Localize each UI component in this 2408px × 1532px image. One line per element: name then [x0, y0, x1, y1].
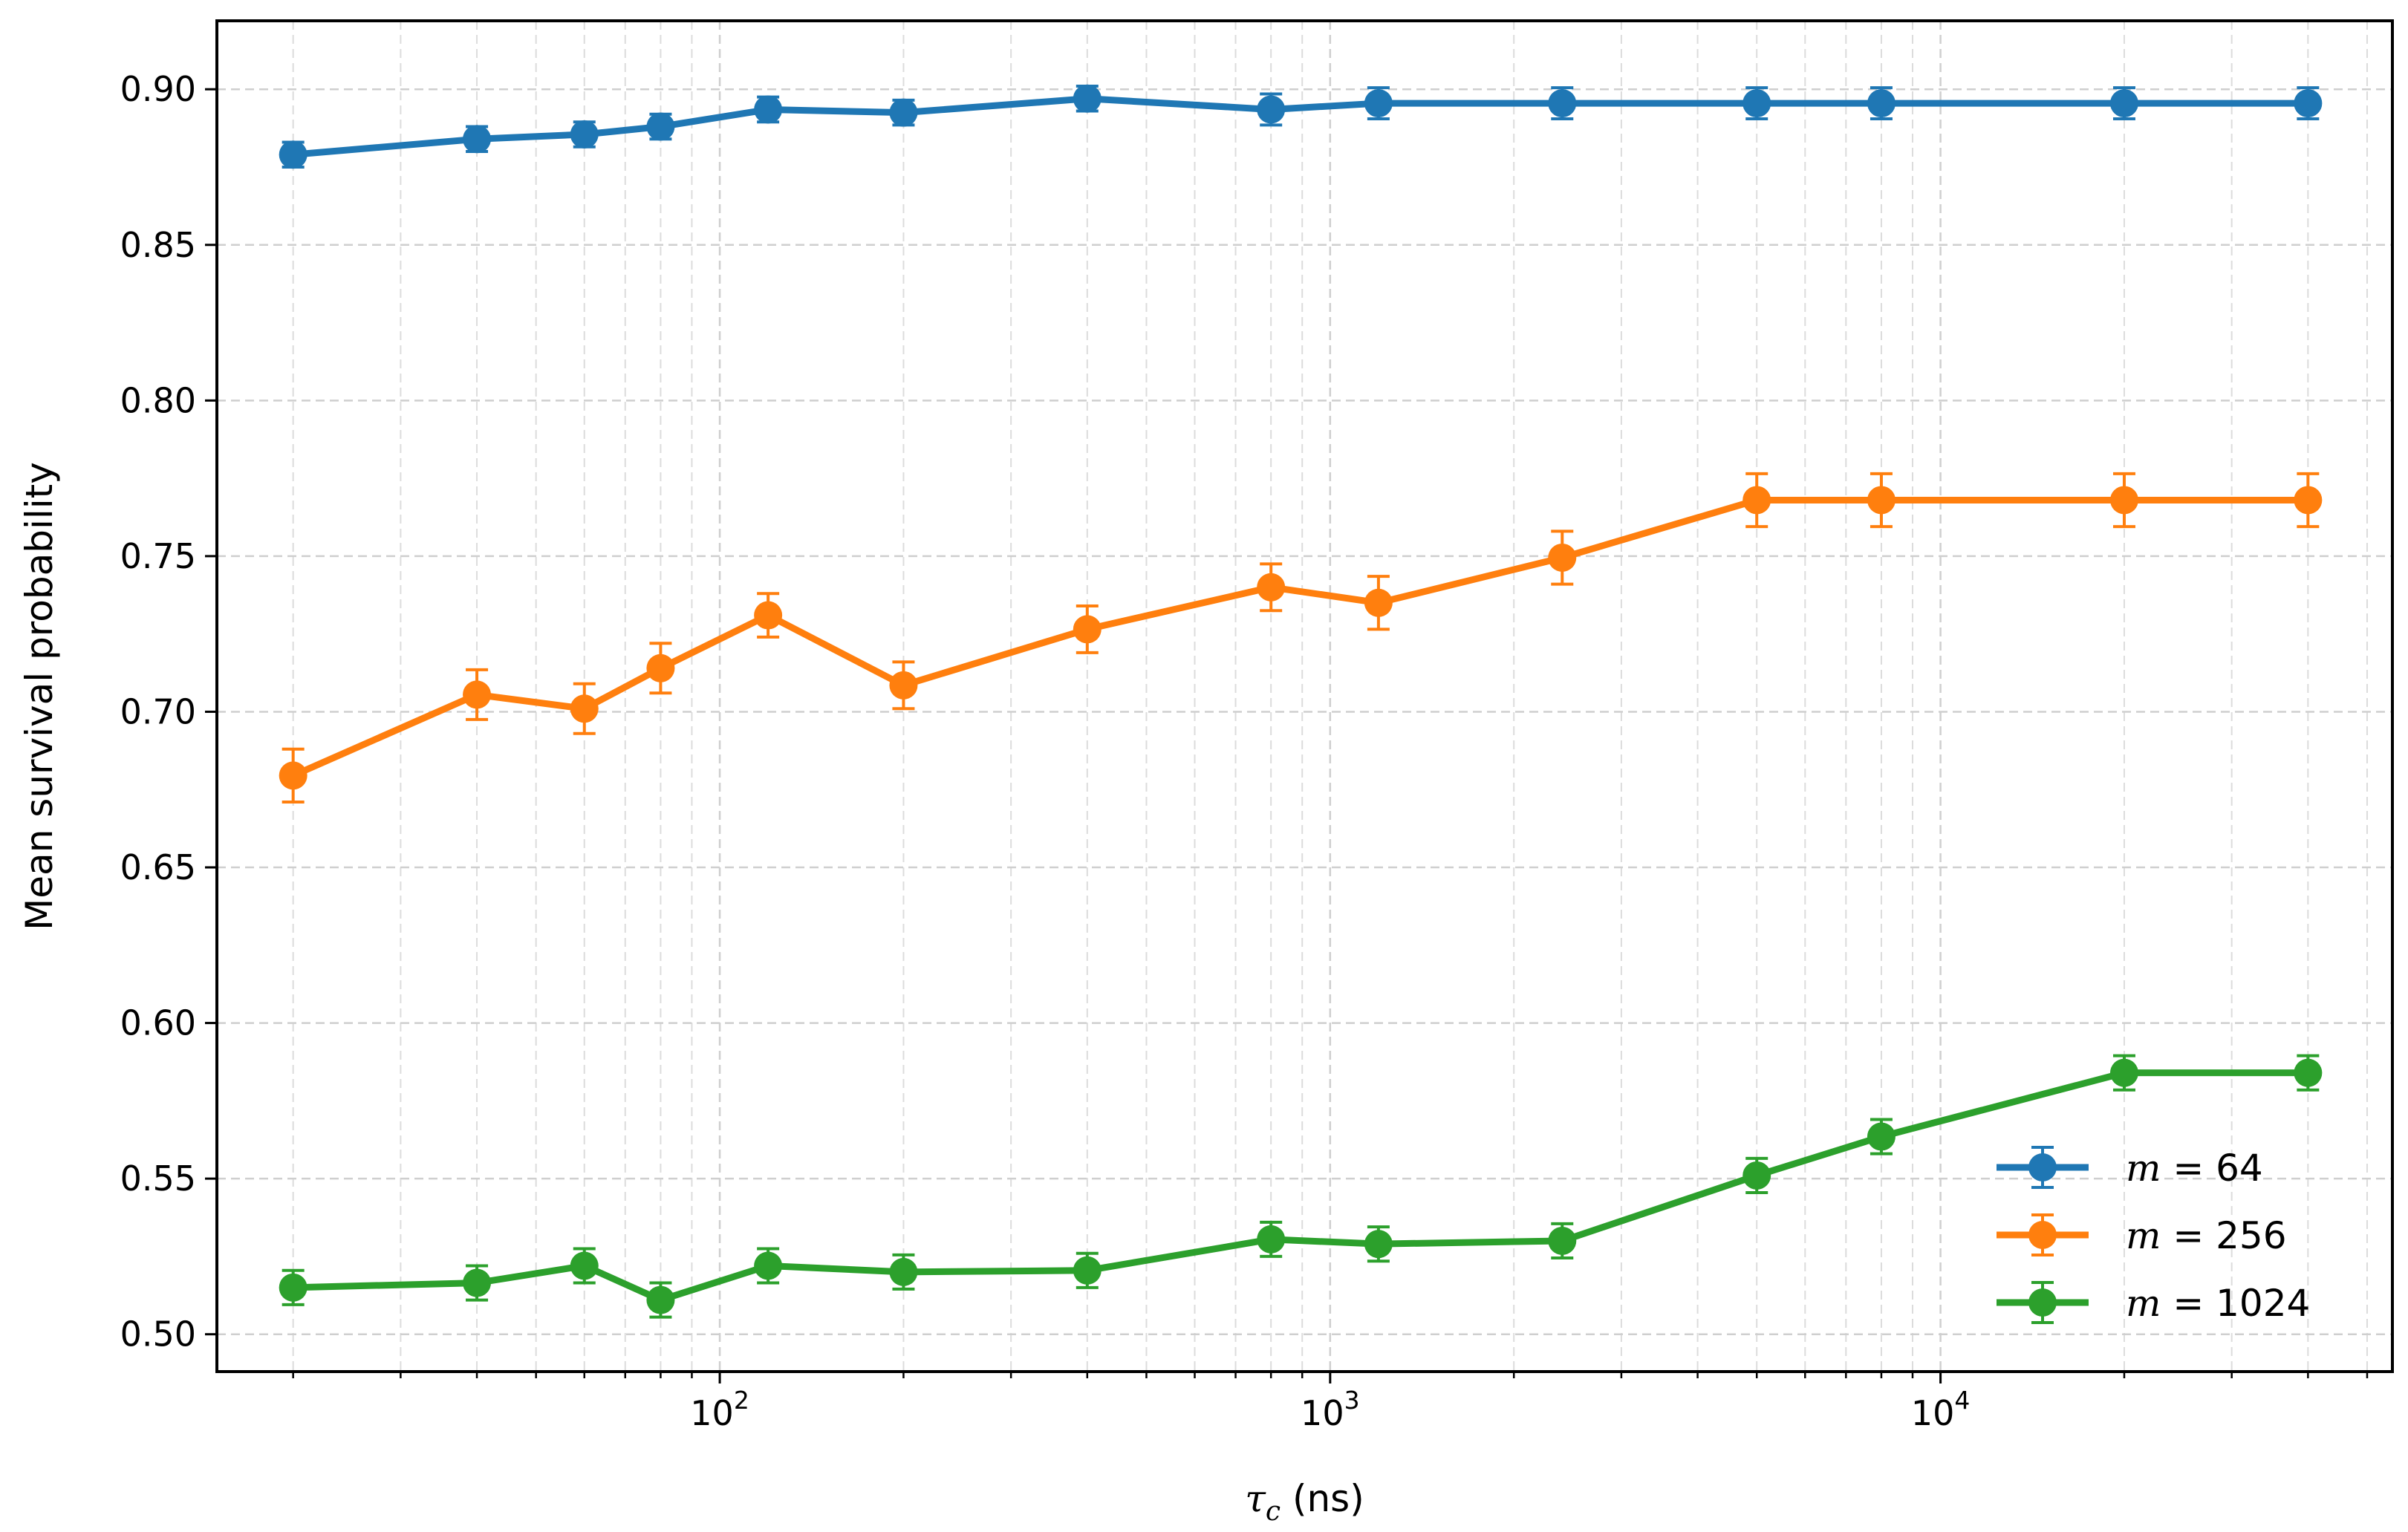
legend-item-0: m = 64 — [1997, 1146, 2263, 1190]
data-point — [279, 140, 307, 169]
y-tick-label: 0.55 — [120, 1158, 196, 1199]
data-point — [463, 680, 492, 709]
y-tick-label: 0.50 — [120, 1314, 196, 1355]
x-axis-label-unit: (ns) — [1281, 1477, 1364, 1520]
x-tick-label-exponent: 3 — [1344, 1386, 1360, 1415]
data-point — [889, 671, 918, 700]
data-point — [463, 125, 492, 154]
data-point — [570, 120, 599, 149]
legend-label-value: = 256 — [2161, 1214, 2286, 1257]
series-0 — [279, 84, 2323, 169]
data-point — [2294, 1058, 2323, 1087]
legend-label: m = 1024 — [2126, 1282, 2310, 1325]
legend-label-variable: m — [2126, 1147, 2161, 1190]
data-point — [2109, 486, 2138, 515]
series-line — [291, 496, 2308, 779]
data-point — [1742, 89, 1771, 118]
series-1 — [279, 472, 2323, 804]
x-tick-label: 104 — [1911, 1386, 1971, 1433]
y-tick-label: 0.60 — [120, 1003, 196, 1043]
grid — [217, 21, 2392, 1372]
data-point — [2109, 89, 2138, 118]
series-layer — [279, 84, 2323, 1319]
legend-item-2: m = 1024 — [1997, 1281, 2310, 1325]
data-point — [1257, 573, 1286, 602]
data-point — [1548, 89, 1577, 118]
x-tick-label: 102 — [690, 1386, 749, 1433]
data-point — [1867, 486, 1896, 515]
data-point — [570, 694, 599, 723]
legend-label-variable: m — [2126, 1214, 2161, 1257]
data-point — [2294, 89, 2323, 118]
data-point — [1548, 1226, 1577, 1255]
data-point — [1073, 1256, 1102, 1285]
y-tick-label: 0.70 — [120, 691, 196, 731]
ticks: 102 103 1040.500.550.600.650.700.750.800.8… — [120, 69, 2369, 1433]
data-point — [1073, 84, 1102, 113]
data-point — [646, 1285, 675, 1314]
y-tick-label: 0.75 — [120, 536, 196, 576]
data-point — [646, 112, 675, 141]
data-point — [1257, 1225, 1286, 1254]
legend-label-value: = 64 — [2161, 1147, 2262, 1190]
x-axis-label-subscript: c — [1266, 1496, 1281, 1527]
data-point — [1867, 1122, 1896, 1151]
data-point — [1364, 1230, 1393, 1259]
legend-marker — [2028, 1288, 2057, 1317]
data-point — [570, 1251, 599, 1280]
data-point — [1364, 588, 1393, 617]
data-point — [889, 1257, 918, 1286]
data-point — [279, 761, 307, 790]
data-point — [1257, 95, 1286, 124]
x-tick-label-exponent: 4 — [1954, 1386, 1970, 1415]
data-point — [1742, 486, 1771, 515]
series-2 — [279, 1054, 2323, 1319]
legend-label-value: = 1024 — [2161, 1282, 2310, 1325]
legend-label: m = 256 — [2126, 1214, 2287, 1257]
legend-item-1: m = 256 — [1997, 1213, 2287, 1257]
plot-frame — [215, 19, 2394, 1373]
legend-label: m = 64 — [2126, 1147, 2263, 1190]
data-point — [754, 1251, 783, 1280]
data-point — [1742, 1161, 1771, 1190]
data-point — [1364, 89, 1393, 118]
y-tick-label: 0.65 — [120, 847, 196, 887]
data-point — [754, 95, 783, 124]
legend-marker — [2028, 1221, 2057, 1249]
data-point — [1548, 543, 1577, 572]
data-point — [463, 1268, 492, 1297]
data-point — [646, 653, 675, 682]
y-tick-label: 0.80 — [120, 380, 196, 420]
legend-label-variable: m — [2126, 1282, 2161, 1325]
y-tick-label: 0.90 — [120, 69, 196, 109]
data-point — [1073, 615, 1102, 644]
x-axis-label-symbol: τ — [1245, 1477, 1266, 1520]
y-axis-label: Mean survival probability — [18, 462, 61, 930]
data-point — [279, 1273, 307, 1302]
x-tick-label-exponent: 2 — [734, 1386, 749, 1415]
data-point — [2109, 1058, 2138, 1087]
data-point — [889, 98, 918, 127]
x-axis-label: τc (ns) — [1245, 1477, 1364, 1527]
data-point — [2294, 486, 2323, 515]
y-tick-label: 0.85 — [120, 225, 196, 265]
legend-marker — [2028, 1153, 2057, 1181]
data-point — [1867, 89, 1896, 118]
data-point — [754, 601, 783, 630]
